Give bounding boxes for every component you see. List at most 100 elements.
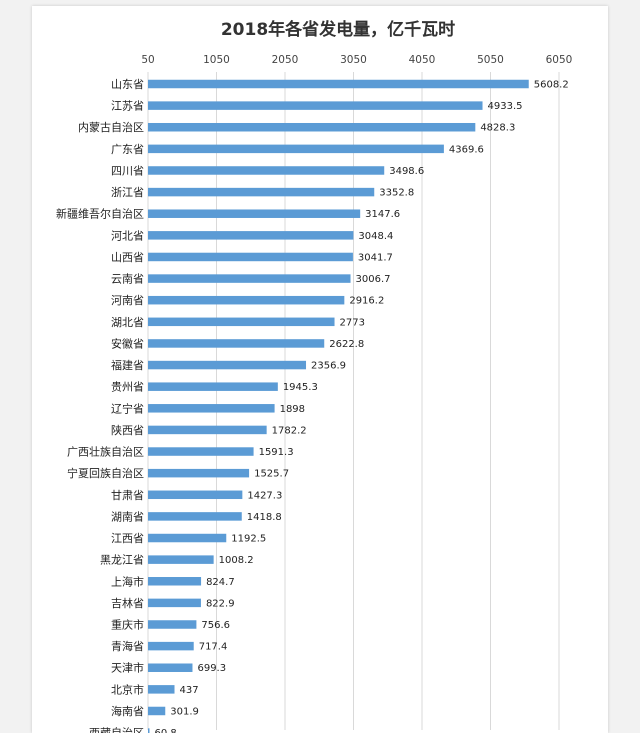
data-label: 2916.2 — [349, 296, 384, 307]
category-label: 宁夏回族自治区 — [67, 466, 144, 480]
bar — [148, 641, 194, 651]
category-label: 新疆维吾尔自治区 — [56, 207, 144, 221]
x-tick-label: 5050 — [477, 54, 504, 66]
data-label: 60.8 — [155, 728, 177, 733]
data-label: 1192.5 — [231, 534, 266, 545]
data-label: 1418.8 — [247, 512, 282, 523]
category-label: 北京市 — [111, 682, 144, 696]
data-label: 4828.3 — [480, 123, 515, 134]
category-label: 安徽省 — [111, 336, 144, 350]
data-label: 3041.7 — [358, 252, 393, 263]
data-label: 3006.7 — [356, 274, 391, 285]
chart-card: 2018年各省发电量，亿千瓦时 50 1050 2050 3050 4050 5050 60… — [32, 6, 608, 733]
category-label: 甘肃省 — [111, 489, 144, 502]
category-label: 河南省 — [111, 294, 144, 307]
data-label: 4369.6 — [449, 144, 484, 155]
category-label: 湖北省 — [111, 316, 144, 329]
data-label: 437 — [180, 685, 199, 696]
x-tick-label: 3050 — [340, 54, 367, 66]
category-label: 吉林省 — [111, 596, 144, 610]
data-label: 717.4 — [199, 642, 228, 653]
bar — [148, 122, 476, 132]
bar — [148, 620, 197, 629]
data-label: 756.6 — [201, 620, 230, 631]
data-label: 2356.9 — [311, 361, 346, 372]
data-label: 301.9 — [170, 706, 199, 717]
data-labels: 5608.2 4933.5 4828.3 4369.6 3498.6 3352.8 3147… — [155, 80, 569, 733]
bar — [148, 252, 353, 262]
data-label: 5608.2 — [534, 80, 569, 91]
category-label: 天津市 — [111, 661, 144, 675]
bar — [148, 101, 483, 110]
bar — [148, 274, 351, 283]
bar — [148, 447, 254, 456]
bar — [148, 512, 242, 521]
category-labels: 山东省江苏省内蒙古自治区广东省四川省浙江省新疆维吾尔自治区河北省山西省云南省河南… — [56, 78, 144, 733]
bar — [148, 231, 354, 240]
category-label: 海南省 — [111, 704, 144, 718]
data-label: 3147.6 — [365, 209, 400, 220]
bar — [148, 728, 150, 733]
bar — [148, 187, 375, 197]
data-label: 2773 — [340, 317, 365, 328]
data-label: 1782.2 — [272, 425, 307, 436]
data-label: 824.7 — [206, 577, 235, 588]
x-axis-ticks: 50 1050 2050 3050 4050 5050 6050 — [141, 54, 572, 66]
category-label: 内蒙古自治区 — [78, 120, 144, 134]
x-tick-label: 4050 — [409, 54, 436, 66]
data-label: 1591.3 — [259, 447, 294, 458]
x-tick-label: 6050 — [546, 54, 573, 66]
bar — [148, 555, 214, 564]
data-label: 4933.5 — [488, 101, 523, 112]
data-label: 3352.8 — [379, 188, 414, 199]
bar — [148, 577, 202, 586]
bar — [148, 425, 267, 435]
bar — [148, 317, 335, 327]
category-label: 山西省 — [111, 251, 144, 264]
gridlines — [147, 72, 560, 730]
bar-chart: 2018年各省发电量，亿千瓦时 50 1050 2050 3050 4050 5050 60… — [56, 19, 572, 733]
bar — [148, 382, 278, 391]
x-tick-label: 2050 — [272, 54, 299, 66]
bar — [148, 209, 361, 218]
category-label: 江苏省 — [111, 100, 144, 113]
bar — [148, 144, 444, 154]
bars — [148, 79, 529, 733]
category-label: 广西壮族自治区 — [67, 445, 144, 459]
data-label: 822.9 — [206, 598, 235, 609]
bar — [148, 490, 243, 500]
category-label: 浙江省 — [111, 186, 144, 199]
bar — [148, 339, 325, 348]
category-label: 青海省 — [111, 639, 144, 653]
bar — [148, 79, 529, 89]
chart-title: 2018年各省发电量，亿千瓦时 — [221, 19, 455, 40]
bar — [148, 663, 193, 672]
category-label: 云南省 — [111, 273, 144, 286]
data-label: 3498.6 — [389, 166, 424, 177]
bar — [148, 404, 275, 413]
category-label: 黑龙江省 — [100, 554, 144, 567]
category-label: 福建省 — [111, 358, 144, 372]
data-label: 1945.3 — [283, 382, 318, 393]
data-label: 2622.8 — [329, 339, 364, 350]
bar — [148, 166, 385, 175]
category-label: 贵州省 — [111, 381, 144, 394]
data-label: 1898 — [280, 404, 305, 415]
category-label: 四川省 — [111, 164, 144, 177]
data-label: 699.3 — [197, 663, 226, 674]
category-label: 辽宁省 — [111, 401, 144, 415]
data-label: 1427.3 — [247, 490, 282, 501]
bar — [148, 360, 307, 370]
bar — [148, 685, 175, 694]
x-tick-label: 50 — [141, 54, 154, 66]
data-label: 3048.4 — [358, 231, 393, 242]
bar — [148, 295, 345, 305]
data-label: 1525.7 — [254, 469, 289, 480]
category-label: 上海市 — [111, 574, 144, 588]
x-tick-label: 1050 — [203, 54, 230, 66]
bar — [148, 468, 250, 478]
category-label: 陕西省 — [111, 423, 144, 437]
category-label: 西藏自治区 — [89, 726, 144, 733]
category-label: 广东省 — [111, 143, 144, 156]
category-label: 湖南省 — [111, 510, 144, 523]
